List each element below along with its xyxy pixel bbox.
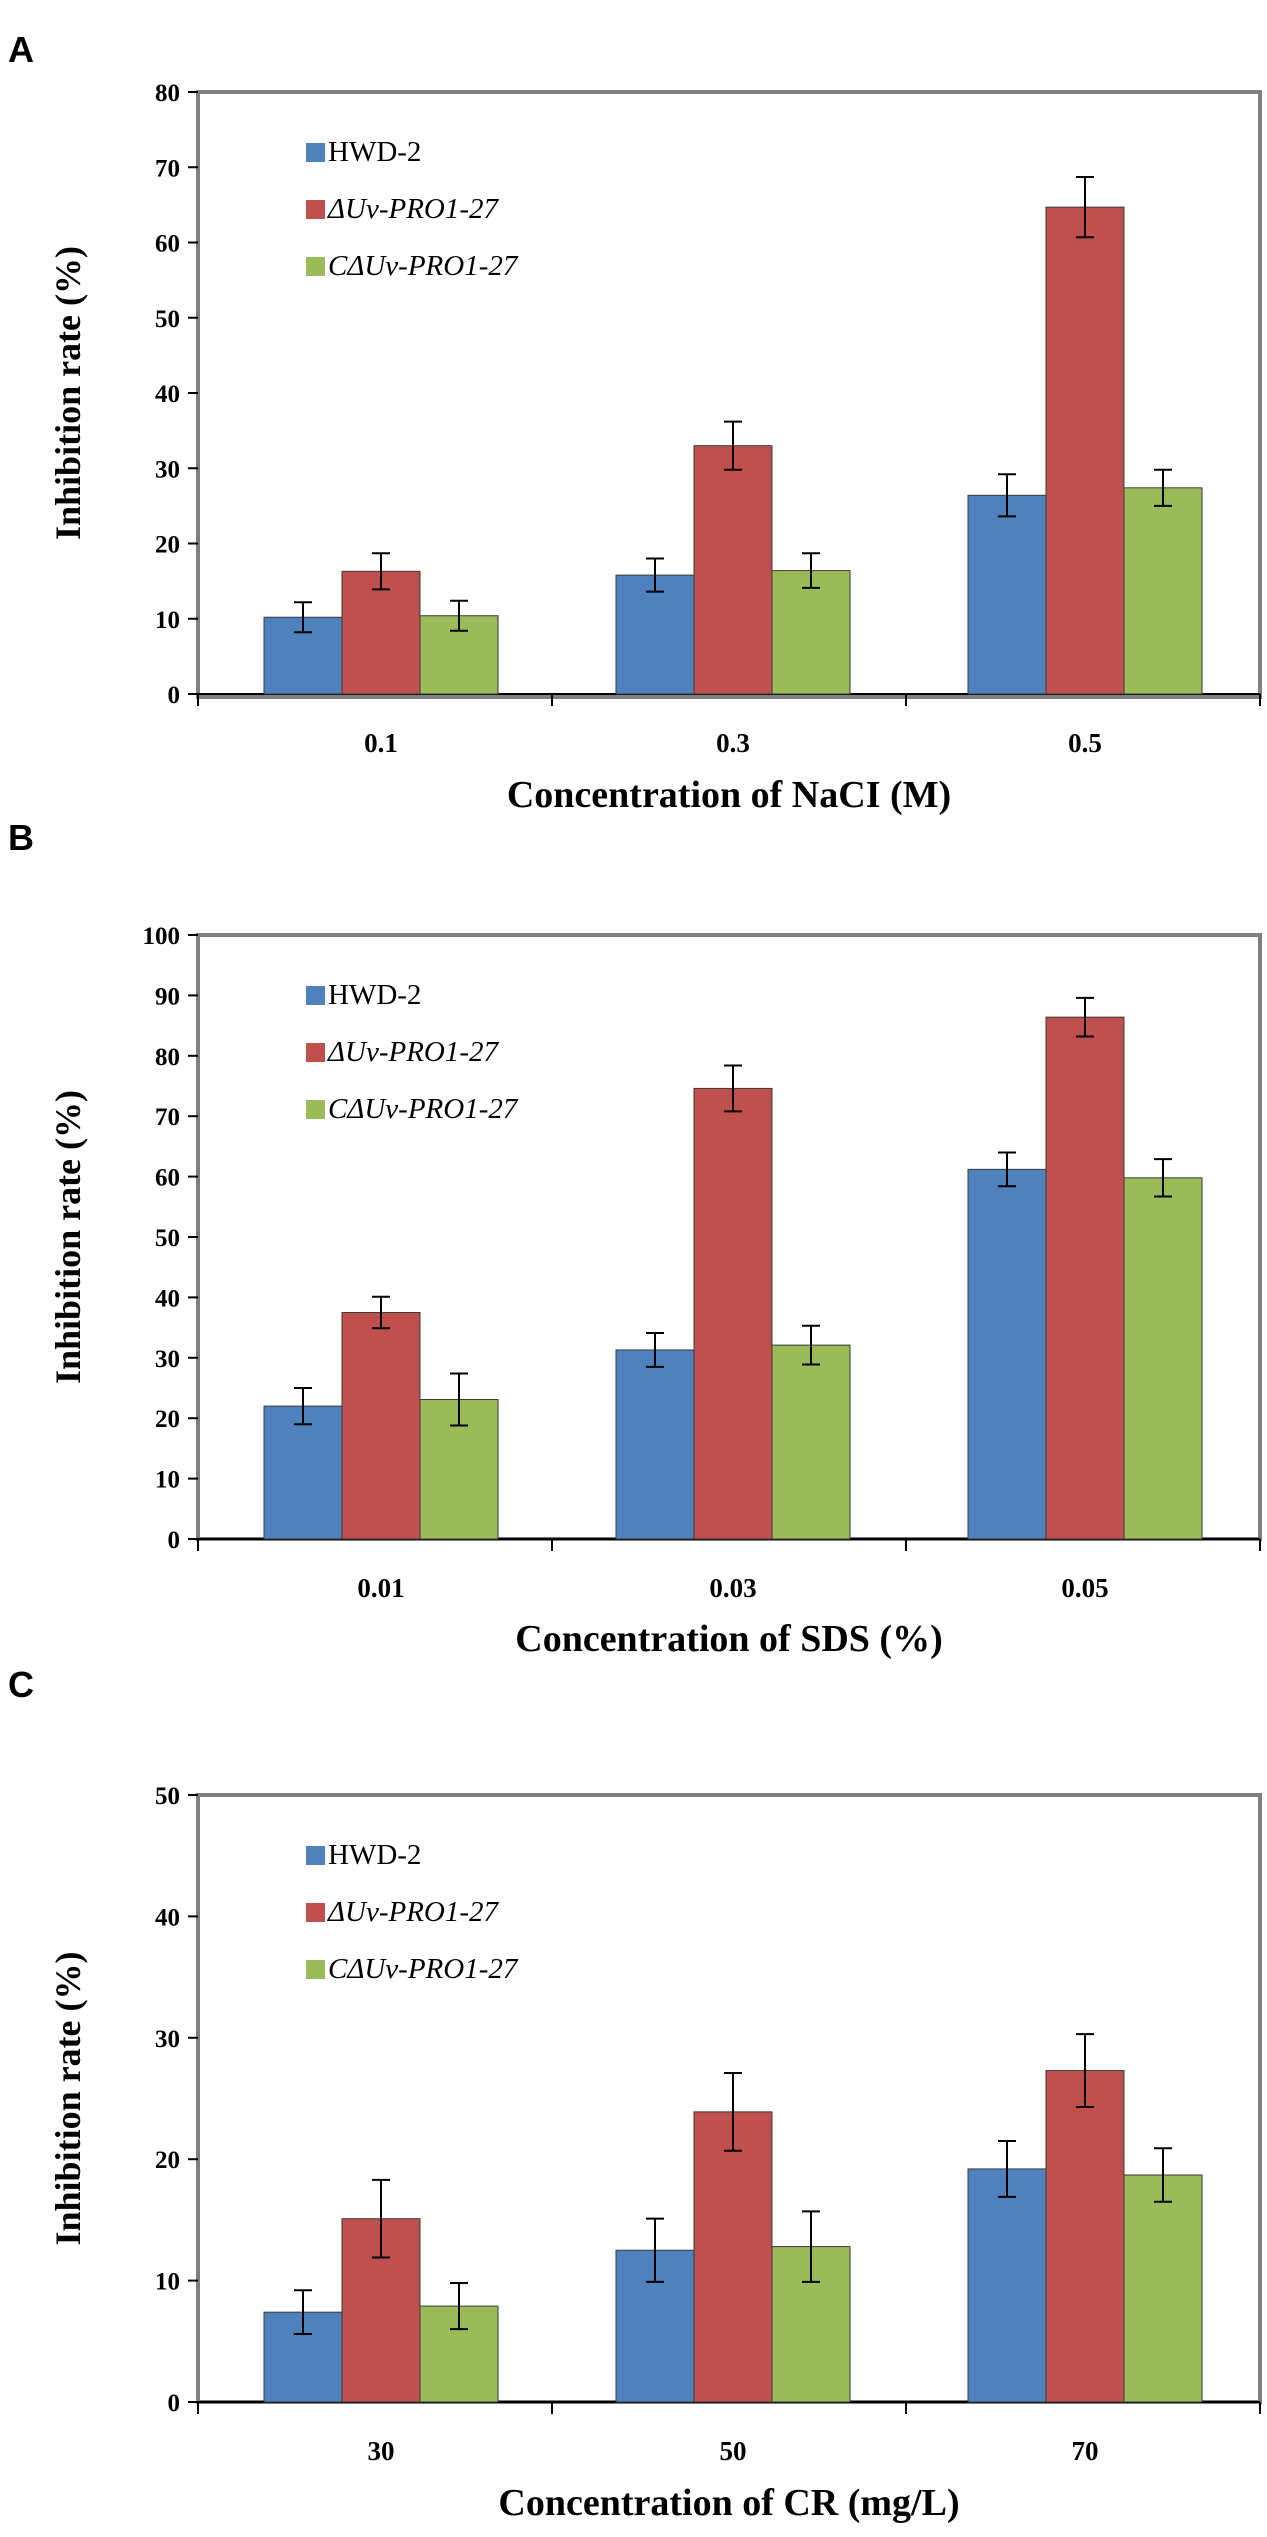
legend-swatch — [306, 1960, 325, 1979]
y-tick-label: 70 — [155, 155, 180, 182]
legend: HWD-2 ΔUv-PRO1-27 CΔUv-PRO1-27 — [306, 1839, 519, 1985]
y-axis-title: Inhibition rate (%) — [48, 1951, 88, 2245]
bar — [615, 1349, 695, 1540]
y-axis-title: Inhibition rate (%) — [48, 1090, 88, 1384]
y-tick-label: 0 — [168, 1527, 181, 1554]
y-tick-label: 80 — [155, 1044, 180, 1071]
bar — [1045, 1016, 1125, 1540]
bar — [693, 445, 773, 695]
plot-frame — [196, 90, 1262, 699]
x-tick-label: 70 — [1072, 2436, 1099, 2466]
y-tick-label: 20 — [155, 532, 180, 559]
y-tick-label: 10 — [155, 2269, 180, 2296]
legend-swatch — [306, 1100, 325, 1119]
bar — [967, 1168, 1047, 1540]
bar — [263, 1405, 343, 1540]
y-tick-label: 40 — [155, 381, 180, 408]
y-tick-label: 100 — [143, 923, 181, 950]
legend: HWD-2 ΔUv-PRO1-27 CΔUv-PRO1-27 — [306, 136, 519, 282]
bar — [1045, 2070, 1125, 2403]
legend: HWD-2 ΔUv-PRO1-27 CΔUv-PRO1-27 — [306, 979, 519, 1125]
panel-letter: C — [8, 1664, 34, 1705]
legend-label: HWD-2 — [328, 136, 421, 168]
y-tick-label: 10 — [155, 1467, 180, 1494]
bar — [771, 1344, 851, 1540]
x-tick-label: 0.5 — [1068, 728, 1102, 758]
y-tick-label: 20 — [155, 2147, 180, 2174]
bar — [1045, 206, 1125, 695]
y-tick-label: 50 — [155, 306, 180, 333]
legend-swatch — [306, 986, 325, 1005]
bar — [693, 2111, 773, 2403]
x-axis-title: Concentration of SDS (%) — [515, 1618, 942, 1660]
legend-label: CΔUv-PRO1-27 — [328, 1953, 519, 1985]
legend-swatch — [306, 257, 325, 276]
y-tick-label: 50 — [155, 1783, 180, 1810]
x-tick-label: 0.05 — [1061, 1573, 1108, 1603]
bar — [341, 1312, 421, 1540]
y-tick-label: 30 — [155, 456, 180, 483]
legend-label: HWD-2 — [328, 979, 421, 1011]
x-axis-title: Concentration of NaCI (M) — [507, 774, 951, 816]
x-tick-label: 0.3 — [716, 728, 750, 758]
panel-letter: B — [8, 817, 34, 858]
y-tick-label: 70 — [155, 1104, 180, 1131]
legend-label: ΔUv-PRO1-27 — [327, 193, 500, 225]
x-tick-label: 0.03 — [709, 1573, 756, 1603]
bar — [1123, 487, 1203, 695]
y-tick-label: 20 — [155, 1406, 180, 1433]
chart-panel-c: C 0 10 20 30 40 50 30 50 70 HWD-2 ΔUv-PRO1-27 CΔUv-P… — [8, 1664, 1262, 2524]
bar — [693, 1087, 773, 1540]
legend-label: CΔUv-PRO1-27 — [328, 250, 519, 282]
x-tick-label: 30 — [368, 2436, 395, 2466]
legend-swatch — [306, 143, 325, 162]
x-tick-label: 50 — [720, 2436, 747, 2466]
y-tick-label: 0 — [168, 2390, 181, 2417]
chart-panel-b: B 0 10 20 30 40 50 60 70 80 90 100 0.01 0.03 0.05 HWD-2… — [8, 817, 1262, 1660]
bar — [1123, 2174, 1203, 2403]
legend-label: ΔUv-PRO1-27 — [327, 1896, 500, 1928]
y-tick-label: 60 — [155, 231, 180, 258]
bar — [967, 2168, 1047, 2403]
bar — [967, 494, 1047, 695]
y-tick-label: 80 — [155, 80, 180, 107]
legend-swatch — [306, 1903, 325, 1922]
y-tick-label: 50 — [155, 1225, 180, 1252]
legend-swatch — [306, 1043, 325, 1062]
legend-swatch — [306, 200, 325, 219]
bar — [615, 574, 695, 695]
y-tick-label: 30 — [155, 1346, 180, 1373]
y-tick-label: 60 — [155, 1165, 180, 1192]
y-tick-label: 40 — [155, 1285, 180, 1312]
legend-swatch — [306, 1846, 325, 1865]
x-tick-label: 0.1 — [364, 728, 398, 758]
bar — [771, 570, 851, 695]
legend-label: CΔUv-PRO1-27 — [328, 1093, 519, 1125]
y-tick-label: 90 — [155, 983, 180, 1010]
bar — [341, 570, 421, 695]
y-tick-label: 40 — [155, 1904, 180, 1931]
chart-panel-a: A 0 10 20 30 40 50 60 70 80 0.1 0.3 0.5 HWD-2 ΔUv-PRO1… — [8, 29, 1262, 816]
x-axis-title: Concentration of CR (mg/L) — [498, 2482, 959, 2524]
y-tick-label: 30 — [155, 2026, 180, 2053]
legend-label: HWD-2 — [328, 1839, 421, 1871]
panel-letter: A — [8, 29, 34, 70]
legend-label: ΔUv-PRO1-27 — [327, 1036, 500, 1068]
y-tick-label: 10 — [155, 607, 180, 634]
bar — [1123, 1177, 1203, 1540]
x-tick-label: 0.01 — [357, 1573, 404, 1603]
y-axis-title: Inhibition rate (%) — [48, 246, 88, 540]
y-tick-label: 0 — [168, 682, 181, 709]
